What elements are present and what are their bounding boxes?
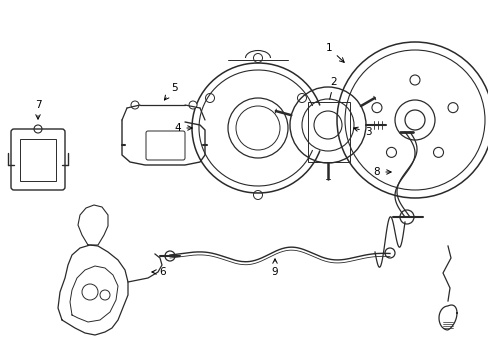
Circle shape — [131, 101, 139, 109]
Text: 6: 6 — [152, 267, 166, 277]
Text: 3: 3 — [353, 127, 370, 137]
Circle shape — [189, 101, 197, 109]
Text: 1: 1 — [325, 43, 344, 62]
Text: 2: 2 — [329, 77, 337, 99]
Text: 9: 9 — [271, 259, 278, 277]
Bar — [307, 102, 349, 162]
Text: 7: 7 — [35, 100, 41, 119]
Text: 8: 8 — [373, 167, 390, 177]
Circle shape — [164, 251, 175, 261]
Text: 4: 4 — [174, 123, 192, 133]
Bar — [20, 139, 56, 181]
Text: 5: 5 — [164, 83, 177, 100]
Circle shape — [384, 248, 394, 258]
